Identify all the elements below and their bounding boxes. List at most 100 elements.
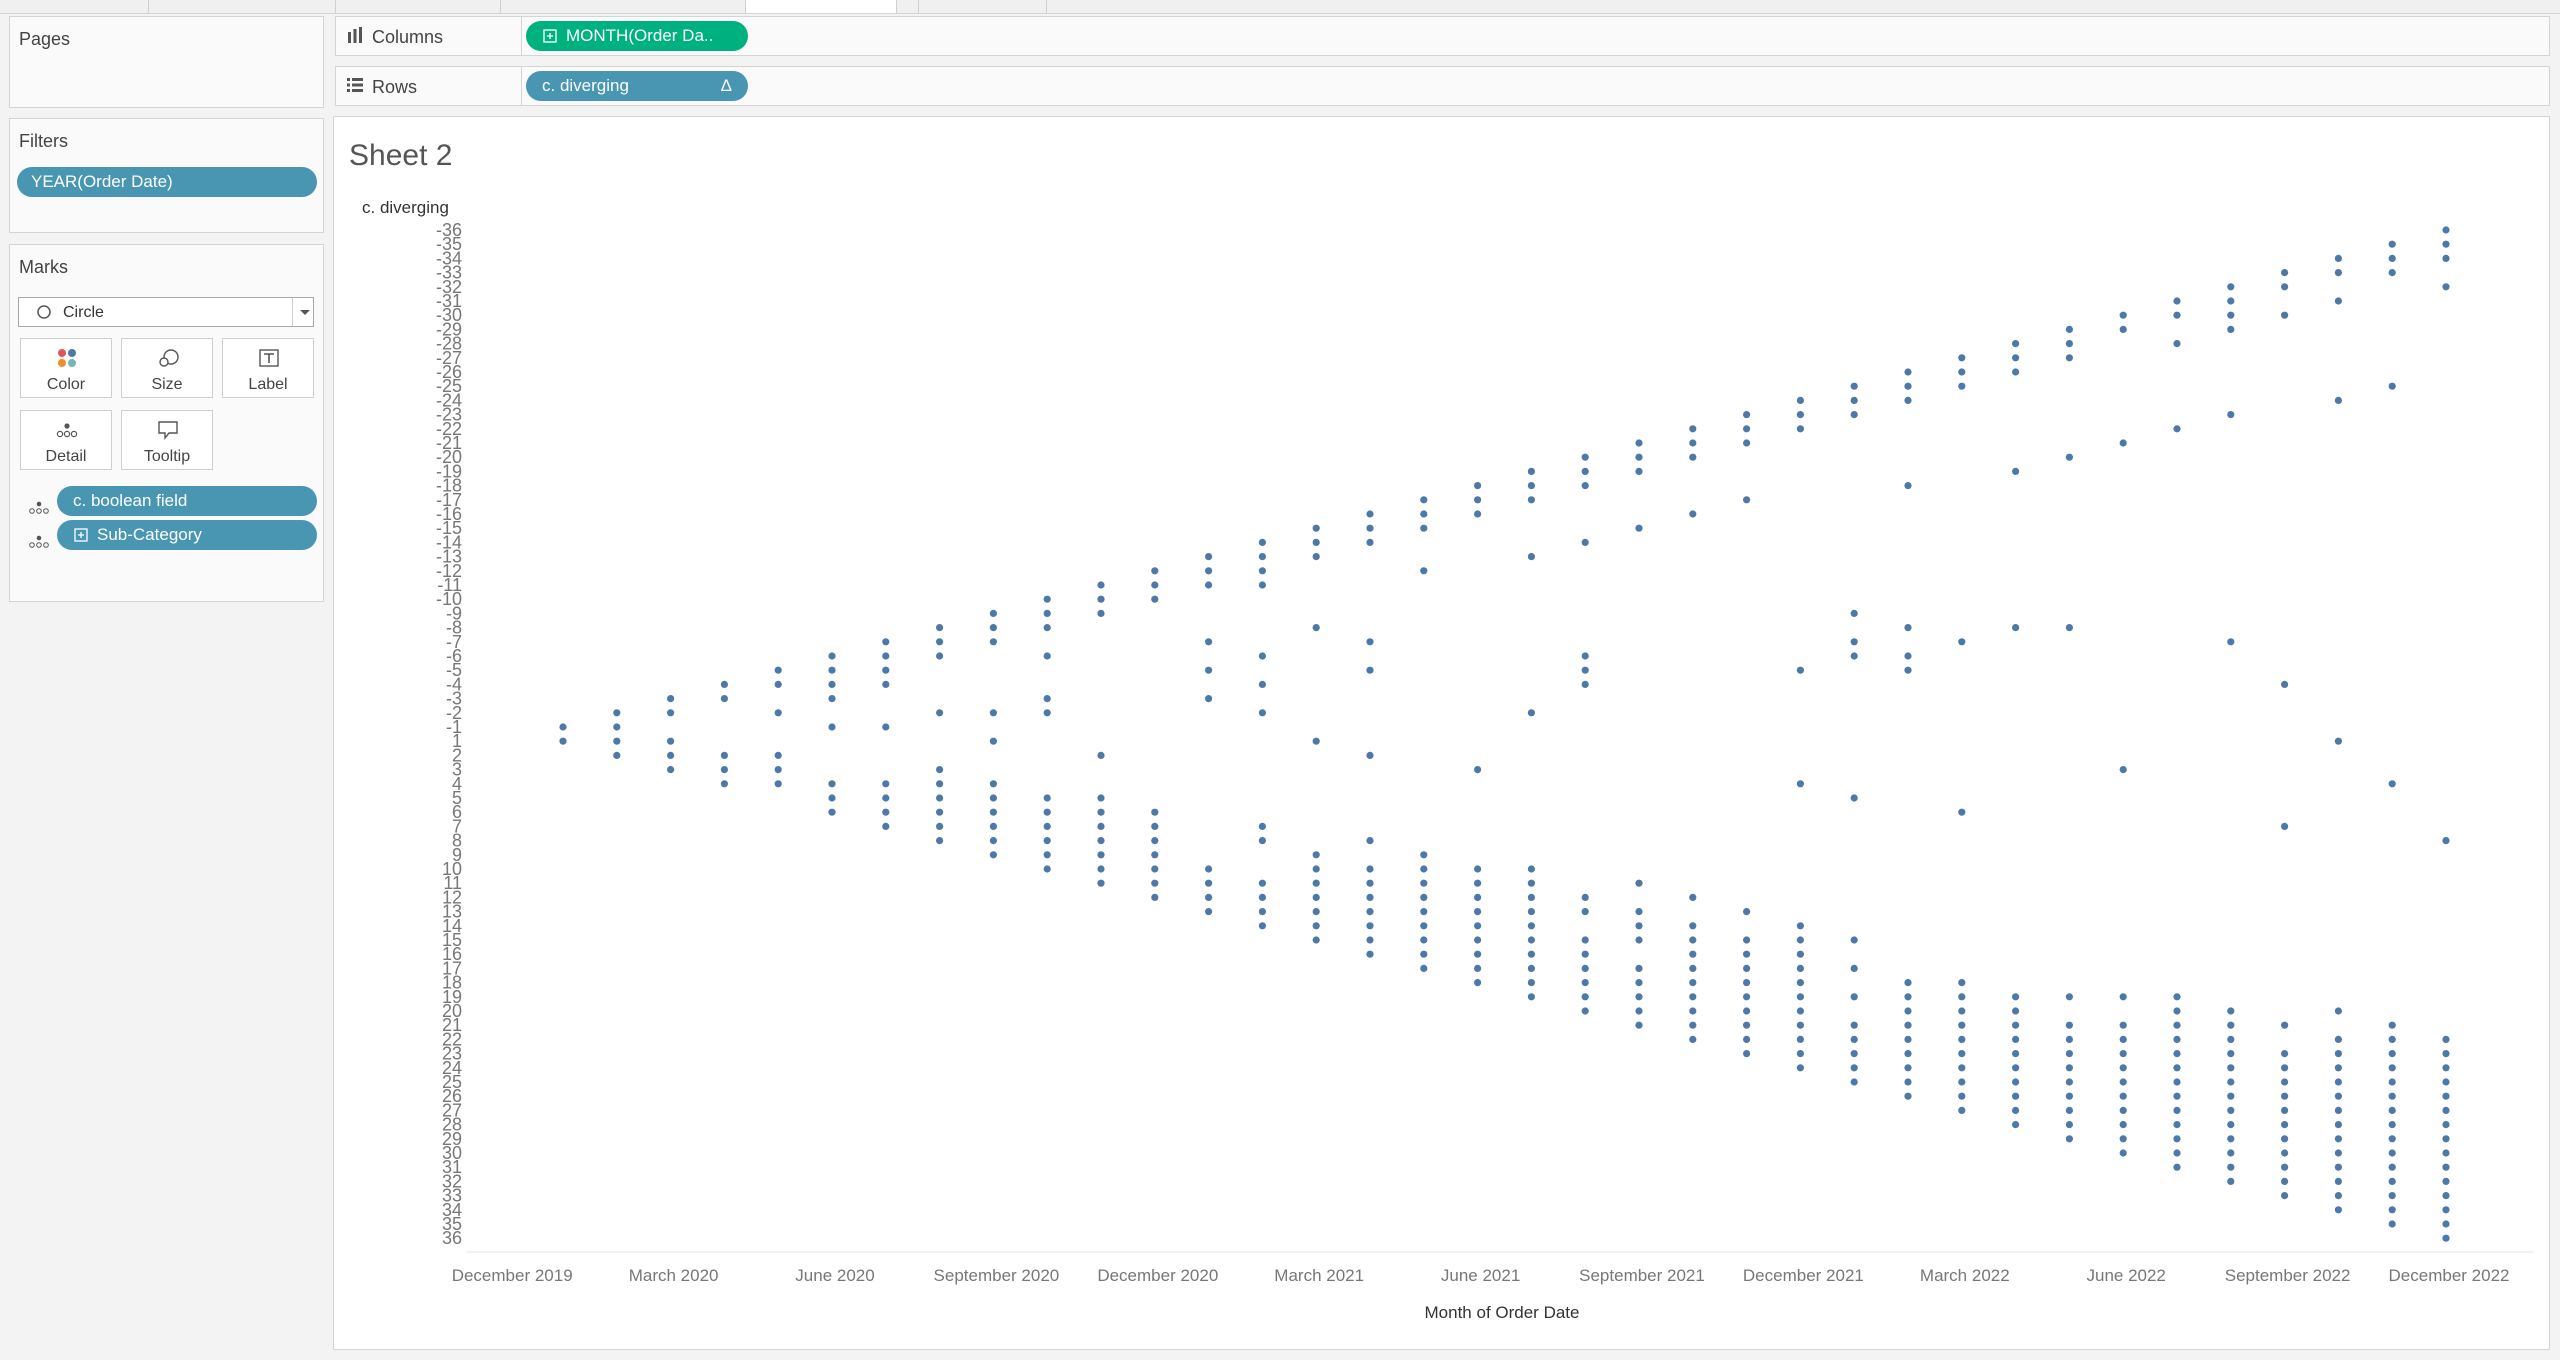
scatter-point[interactable] [2065,1050,2073,1058]
scatter-point[interactable] [2442,1135,2450,1143]
scatter-point[interactable] [2119,1021,2127,1029]
scatter-point[interactable] [1312,865,1320,873]
scatter-point[interactable] [1958,1078,1966,1086]
scatter-point[interactable] [2065,1021,2073,1029]
scatter-point[interactable] [1151,851,1159,859]
scatter-point[interactable] [1635,1021,1643,1029]
scatter-point[interactable] [2173,297,2181,305]
scatter-point[interactable] [2388,269,2396,277]
scatter-point[interactable] [2012,1007,2020,1015]
scatter-point[interactable] [1474,496,1482,504]
scatter-point[interactable] [1312,624,1320,632]
scatter-point[interactable] [1904,666,1912,674]
scatter-point[interactable] [2334,1035,2342,1043]
columns-shelf[interactable]: Columns MONTH(Order Da.. [335,16,2550,56]
scatter-point[interactable] [1635,993,1643,1001]
scatter-point[interactable] [1043,709,1051,717]
scatter-point[interactable] [2119,325,2127,333]
scatter-point[interactable] [2012,368,2020,376]
scatter-point[interactable] [2065,1135,2073,1143]
scatter-point[interactable] [1366,908,1374,916]
scatter-point[interactable] [1258,553,1266,561]
scatter-point[interactable] [2227,411,2235,419]
scatter-point[interactable] [1366,638,1374,646]
scatter-point[interactable] [1904,1035,1912,1043]
scatter-point[interactable] [2227,1064,2235,1072]
scatter-point[interactable] [2227,1149,2235,1157]
detail-pill-boolean-field[interactable]: c. boolean field [57,486,317,516]
scatter-point[interactable] [613,737,621,745]
scatter-point[interactable] [1312,936,1320,944]
scatter-point[interactable] [2388,1050,2396,1058]
scatter-point[interactable] [2442,1106,2450,1114]
expand-plus-icon[interactable] [74,528,88,542]
scatter-point[interactable] [1581,538,1589,546]
scatter-point[interactable] [828,680,836,689]
scatter-point[interactable] [1958,1050,1966,1058]
scatter-point[interactable] [882,808,890,816]
scatter-point[interactable] [2388,382,2396,390]
scatter-point[interactable] [1850,936,1858,944]
scatter-point[interactable] [1258,837,1266,845]
scatter-point[interactable] [2388,1192,2396,1200]
scatter-point[interactable] [1312,879,1320,887]
scatter-point[interactable] [1958,808,1966,816]
scatter-point[interactable] [936,794,944,802]
scatter-point[interactable] [2442,1234,2450,1242]
scatter-point[interactable] [1743,964,1751,973]
scatter-point[interactable] [2334,1177,2342,1185]
scatter-point[interactable] [2119,993,2127,1001]
scatter-point[interactable] [774,751,782,760]
scatter-point[interactable] [2173,311,2181,319]
scatter-point[interactable] [2173,1078,2181,1086]
scatter-point[interactable] [1258,922,1266,930]
scatter-point[interactable] [1743,1050,1751,1058]
scatter-point[interactable] [1043,822,1051,831]
scatter-point[interactable] [1151,865,1159,873]
scatter-point[interactable] [1689,922,1697,930]
marks-label-button[interactable]: Label [222,338,314,398]
scatter-point[interactable] [1420,496,1428,504]
scatter-point[interactable] [1420,922,1428,930]
scatter-point[interactable] [1097,865,1105,873]
marks-card[interactable]: Marks Circle Color Size Label Detail [9,244,324,602]
scatter-point[interactable] [2281,822,2289,831]
scatter-point[interactable] [1635,439,1643,447]
scatter-point[interactable] [936,652,944,660]
scatter-point[interactable] [1151,822,1159,831]
scatter-point[interactable] [1420,865,1428,873]
scatter-point[interactable] [1312,893,1320,902]
scatter-point[interactable] [1366,865,1374,873]
active-tab-indicator[interactable] [745,0,897,13]
scatter-point[interactable] [1474,510,1482,518]
scatter-point[interactable] [2388,1064,2396,1072]
scatter-point[interactable] [2119,1106,2127,1114]
scatter-point[interactable] [936,822,944,831]
scatter-point[interactable] [1850,1035,1858,1043]
scatter-point[interactable] [2442,1149,2450,1157]
scatter-point[interactable] [1689,1035,1697,1043]
scatter-point[interactable] [1581,482,1589,490]
scatter-point[interactable] [1043,808,1051,816]
scatter-point[interactable] [1420,524,1428,532]
scatter-point[interactable] [2281,1149,2289,1157]
scatter-point[interactable] [1635,524,1643,532]
scatter-point[interactable] [1904,368,1912,376]
scatter-point[interactable] [1474,879,1482,887]
scatter-point[interactable] [1743,908,1751,916]
scatter-point[interactable] [2227,1092,2235,1100]
scatter-point[interactable] [1958,368,1966,376]
scatter-point[interactable] [2119,439,2127,447]
scatter-point[interactable] [1796,425,1804,433]
scatter-point[interactable] [2065,1035,2073,1043]
scatter-point[interactable] [1258,538,1266,546]
scatter-point[interactable] [828,808,836,816]
scatter-point[interactable] [2334,1106,2342,1114]
scatter-point[interactable] [2281,1064,2289,1072]
scatter-point[interactable] [1635,879,1643,887]
scatter-point[interactable] [1151,893,1159,902]
scatter-point[interactable] [1205,581,1213,589]
scatter-point[interactable] [1850,652,1858,660]
scatter-point[interactable] [2227,311,2235,319]
scatter-point[interactable] [1205,553,1213,561]
